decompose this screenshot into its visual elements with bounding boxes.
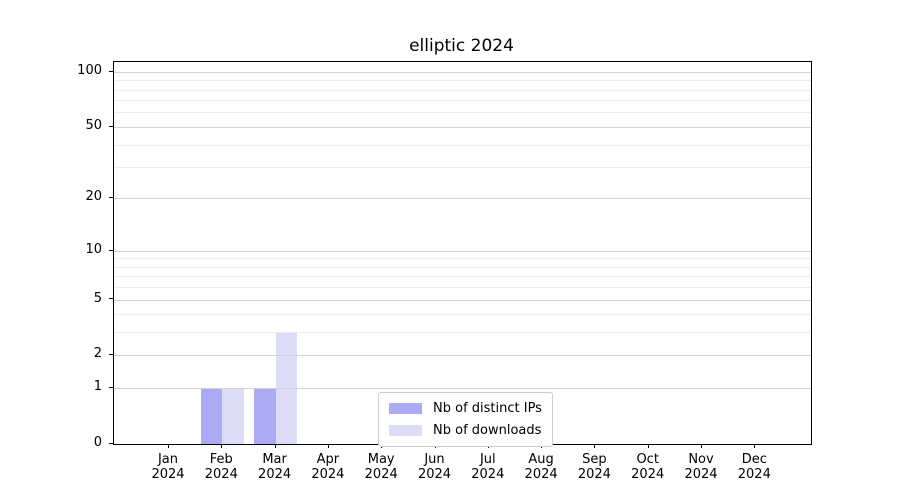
bar-downloads-feb bbox=[222, 388, 244, 444]
x-tick-label: Aug 2024 bbox=[509, 452, 573, 482]
x-tick-label-year: 2024 bbox=[524, 467, 558, 482]
bar-downloads-mar bbox=[275, 332, 297, 444]
x-tick-label-year: 2024 bbox=[737, 467, 771, 482]
x-tick bbox=[701, 444, 702, 448]
legend-swatch-downloads bbox=[389, 425, 422, 436]
legend-item-distinct-ips: Nb of distinct IPs bbox=[389, 399, 542, 418]
x-tick-label-year: 2024 bbox=[258, 467, 292, 482]
x-tick bbox=[594, 444, 596, 448]
x-tick-label-year: 2024 bbox=[417, 467, 452, 482]
x-tick-label: Apr 2024 bbox=[296, 452, 360, 482]
gridline-minor bbox=[114, 276, 811, 278]
gridline-minor bbox=[114, 266, 811, 268]
x-tick-label-year: 2024 bbox=[577, 467, 611, 482]
x-tick-label-month: Jul bbox=[479, 452, 496, 467]
gridline-major bbox=[114, 388, 811, 390]
x-tick-label-month: May bbox=[367, 452, 395, 467]
y-tick bbox=[109, 387, 113, 388]
x-tick-label-year: 2024 bbox=[471, 467, 505, 482]
gridline-minor bbox=[114, 144, 811, 146]
x-tick-label: Jul 2024 bbox=[456, 452, 520, 482]
x-tick-label: Jan 2024 bbox=[136, 452, 200, 482]
y-tick-label: 50 bbox=[85, 117, 102, 133]
x-tick-label-year: 2024 bbox=[151, 467, 185, 482]
y-tick-label: 10 bbox=[85, 241, 102, 257]
legend: Nb of distinct IPs Nb of downloads bbox=[378, 392, 553, 447]
x-tick bbox=[274, 444, 276, 448]
x-tick bbox=[754, 444, 756, 448]
x-tick bbox=[647, 444, 649, 448]
x-tick-label: Jun 2024 bbox=[403, 452, 467, 482]
gridline-major bbox=[114, 355, 811, 357]
y-tick bbox=[109, 354, 113, 355]
y-tick bbox=[109, 443, 113, 444]
x-tick-label-year: 2024 bbox=[631, 467, 665, 482]
x-tick-label-month: Jan bbox=[157, 452, 179, 467]
x-tick-label-month: Nov bbox=[688, 452, 714, 467]
x-tick-label-month: Apr bbox=[316, 452, 340, 467]
gridline-minor bbox=[114, 112, 811, 114]
x-tick-label: Sep 2024 bbox=[562, 452, 626, 482]
x-tick-label: Dec 2024 bbox=[722, 452, 786, 482]
bar-ips-feb bbox=[201, 388, 223, 444]
y-tick bbox=[109, 250, 113, 251]
x-tick bbox=[327, 444, 329, 448]
x-tick-label-year: 2024 bbox=[684, 467, 718, 482]
x-tick-label: Feb 2024 bbox=[189, 452, 253, 482]
x-tick-label-month: Feb bbox=[209, 452, 233, 467]
gridline-minor bbox=[114, 287, 811, 289]
x-tick-label-month: Sep bbox=[582, 452, 607, 467]
legend-label-distinct-ips: Nb of distinct IPs bbox=[433, 401, 542, 416]
y-tick bbox=[109, 126, 113, 127]
gridline-minor bbox=[114, 80, 811, 82]
x-tick-label-month: Oct bbox=[636, 452, 659, 467]
bar-ips-mar bbox=[254, 388, 276, 444]
x-tick-label-year: 2024 bbox=[364, 467, 398, 482]
x-tick bbox=[221, 444, 223, 448]
gridline-major bbox=[114, 250, 811, 252]
x-tick-label-year: 2024 bbox=[204, 467, 238, 482]
y-tick-label: 2 bbox=[93, 346, 102, 362]
x-tick-label-month: Aug bbox=[528, 452, 554, 467]
gridline-minor bbox=[114, 258, 811, 260]
x-tick-label: Mar 2024 bbox=[243, 452, 307, 482]
x-tick-label-month: Dec bbox=[741, 452, 767, 467]
gridline-major bbox=[114, 126, 811, 128]
plot-area: Nb of distinct IPs Nb of downloads bbox=[113, 61, 812, 447]
y-tick-label: 1 bbox=[93, 379, 102, 395]
gridline-minor bbox=[114, 167, 811, 168]
x-tick-label: Nov 2024 bbox=[669, 452, 733, 482]
gridline-minor bbox=[114, 332, 811, 334]
legend-item-downloads: Nb of downloads bbox=[389, 421, 542, 440]
y-axis: 0 1 2 5 10 20 50 100 bbox=[0, 61, 113, 450]
y-tick-label: 100 bbox=[77, 62, 102, 78]
gridline-minor bbox=[114, 100, 811, 102]
x-tick-label-month: Jun bbox=[424, 452, 445, 467]
gridline-major bbox=[114, 71, 811, 73]
x-tick-label-month: Mar bbox=[262, 452, 287, 467]
x-tick-label: May 2024 bbox=[349, 452, 413, 482]
x-tick bbox=[168, 444, 169, 448]
gridline-major bbox=[114, 299, 811, 301]
y-tick bbox=[109, 197, 113, 198]
x-tick-label: Oct 2024 bbox=[616, 452, 680, 482]
legend-swatch-distinct-ips bbox=[389, 403, 422, 414]
gridline-minor bbox=[114, 89, 811, 91]
y-tick bbox=[109, 298, 113, 299]
x-axis: Jan 2024 Feb 2024 Mar 2024 Apr 2024 May 2024 Jun 20… bbox=[113, 444, 812, 500]
x-tick-label-year: 2024 bbox=[311, 467, 345, 482]
gridline-minor bbox=[114, 314, 811, 316]
chart-title: elliptic 2024 bbox=[409, 36, 514, 56]
y-tick-label: 5 bbox=[93, 290, 102, 306]
legend-label-downloads: Nb of downloads bbox=[433, 423, 542, 438]
gridline-major bbox=[114, 198, 811, 200]
y-tick-label: 0 bbox=[93, 435, 102, 450]
y-tick bbox=[109, 71, 113, 72]
y-tick-label: 20 bbox=[85, 189, 102, 205]
